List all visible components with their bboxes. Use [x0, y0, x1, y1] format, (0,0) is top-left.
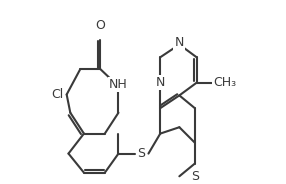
Text: Cl: Cl	[51, 88, 64, 101]
Text: N: N	[175, 36, 184, 49]
Text: N: N	[156, 76, 165, 89]
Text: O: O	[95, 19, 105, 32]
Text: CH₃: CH₃	[213, 76, 236, 89]
Text: S: S	[191, 170, 199, 183]
Text: NH: NH	[109, 78, 128, 91]
Text: S: S	[137, 147, 145, 160]
